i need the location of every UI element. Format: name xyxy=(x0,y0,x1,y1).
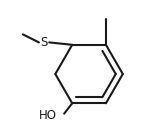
Text: HO: HO xyxy=(39,109,57,122)
Text: S: S xyxy=(40,36,48,49)
